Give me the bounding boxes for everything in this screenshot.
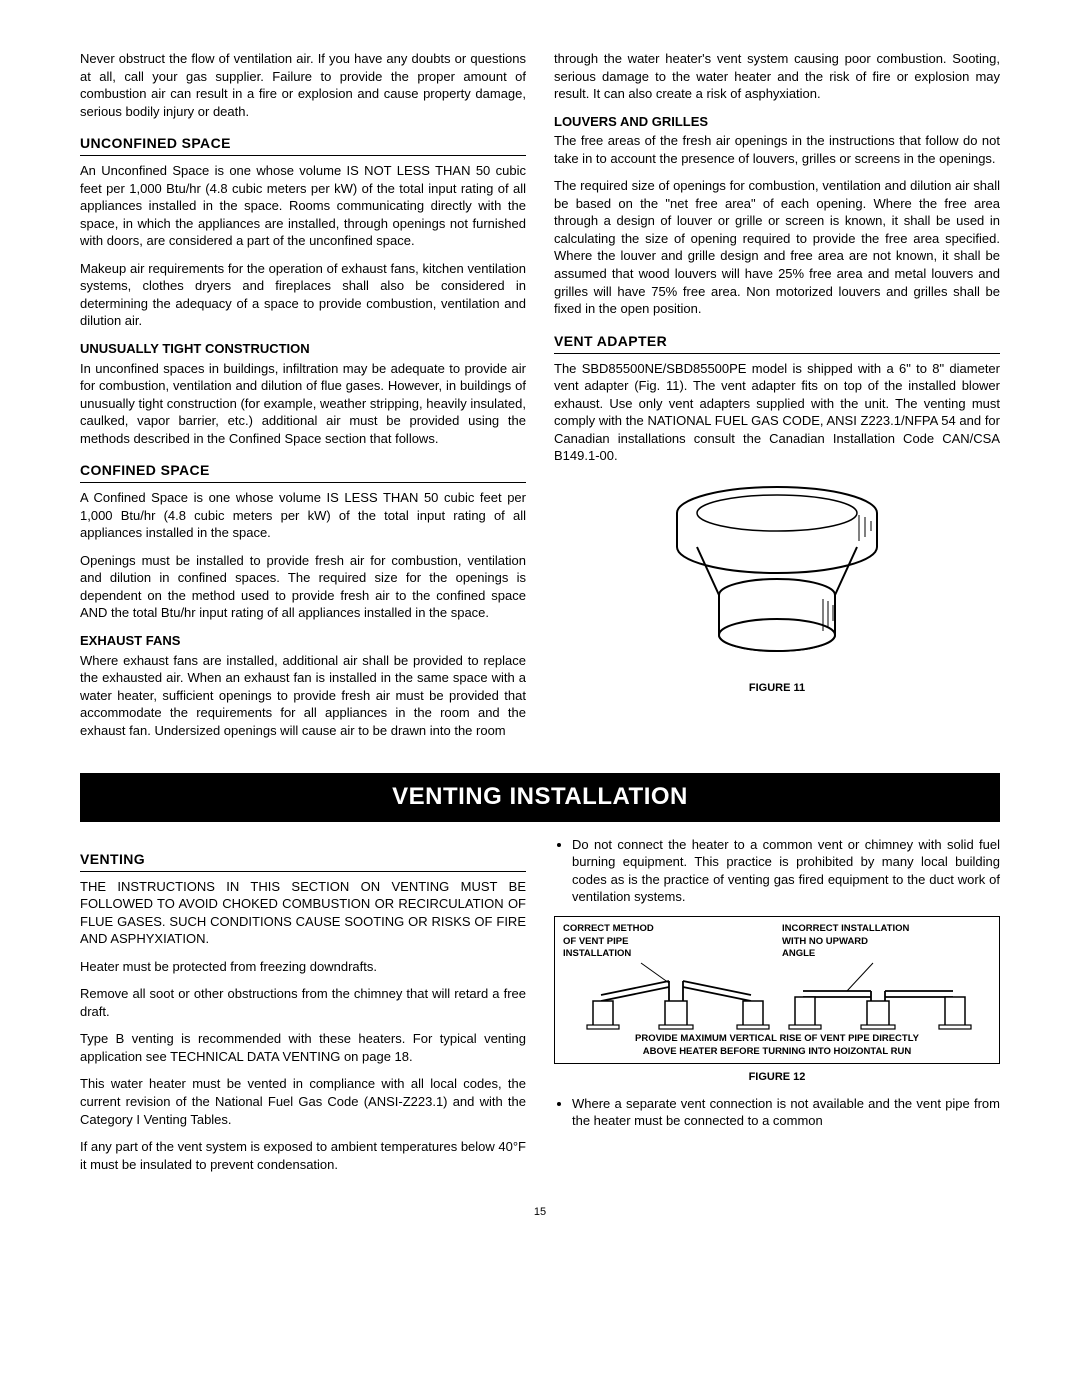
fig12-right-l2: WITH NO UPWARD [782,936,991,949]
upper-left-col: Never obstruct the flow of ventilation a… [80,50,526,749]
bullet-2: Where a separate vent connection is not … [572,1095,1000,1130]
tight-p1: In unconfined spaces in buildings, infil… [80,360,526,448]
figure-12-box: CORRECT METHOD OF VENT PIPE INSTALLATION… [554,916,1000,1064]
upper-section: Never obstruct the flow of ventilation a… [80,50,1000,749]
vent-pipe-diagram-icon [577,961,977,1031]
venting-p2: Heater must be protected from freezing d… [80,958,526,976]
unconfined-p2: Makeup air requirements for the operatio… [80,260,526,330]
venting-p4: Type B venting is recommended with these… [80,1030,526,1065]
figure-11-caption: FIGURE 11 [554,681,1000,696]
louvers-p2: The required size of openings for combus… [554,177,1000,317]
fig12-left-l2: OF VENT PIPE [563,936,772,949]
bullet-list-1: Do not connect the heater to a common ve… [554,836,1000,906]
venting-p1: THE INSTRUCTIONS IN THIS SECTION ON VENT… [80,878,526,948]
lower-left-col: VENTING THE INSTRUCTIONS IN THIS SECTION… [80,836,526,1184]
confined-p1: A Confined Space is one whose volume IS … [80,489,526,542]
fig12-left-l1: CORRECT METHOD [563,923,772,936]
confined-p2: Openings must be installed to provide fr… [80,552,526,622]
lower-section: VENTING THE INSTRUCTIONS IN THIS SECTION… [80,836,1000,1184]
louvers-p1: The free areas of the fresh air openings… [554,132,1000,167]
louvers-heading: LOUVERS AND GRILLES [554,113,1000,131]
upper-right-col: through the water heater's vent system c… [554,50,1000,749]
venting-p5: This water heater must be vented in comp… [80,1075,526,1128]
figure-12-caption: FIGURE 12 [554,1070,1000,1085]
fig12-right-l1: INCORRECT INSTALLATION [782,923,991,936]
unconfined-p1: An Unconfined Space is one whose volume … [80,162,526,250]
confined-heading: CONFINED SPACE [80,461,526,483]
tight-heading: UNUSUALLY TIGHT CONSTRUCTION [80,340,526,358]
bullet-list-2: Where a separate vent connection is not … [554,1095,1000,1130]
lower-right-col: Do not connect the heater to a common ve… [554,836,1000,1184]
fig12-bottom-l1: PROVIDE MAXIMUM VERTICAL RISE OF VENT PI… [563,1033,991,1046]
ventadapter-p1: The SBD85500NE/SBD85500PE model is shipp… [554,360,1000,465]
vent-adapter-icon [647,475,907,675]
venting-installation-banner: VENTING INSTALLATION [80,773,1000,821]
venting-p3: Remove all soot or other obstructions fr… [80,985,526,1020]
right-intro: through the water heater's vent system c… [554,50,1000,103]
exhaust-heading: EXHAUST FANS [80,632,526,650]
venting-p6: If any part of the vent system is expose… [80,1138,526,1173]
venting-heading: VENTING [80,850,526,872]
fig12-right-l3: ANGLE [782,948,991,961]
fig12-bottom-l2: ABOVE HEATER BEFORE TURNING INTO HOIZONT… [563,1046,991,1059]
exhaust-p1: Where exhaust fans are installed, additi… [80,652,526,740]
page-number: 15 [80,1205,1000,1220]
figure-11: FIGURE 11 [554,475,1000,696]
ventadapter-heading: VENT ADAPTER [554,332,1000,354]
bullet-1: Do not connect the heater to a common ve… [572,836,1000,906]
unconfined-heading: UNCONFINED SPACE [80,134,526,156]
intro-para: Never obstruct the flow of ventilation a… [80,50,526,120]
fig12-left-l3: INSTALLATION [563,948,772,961]
